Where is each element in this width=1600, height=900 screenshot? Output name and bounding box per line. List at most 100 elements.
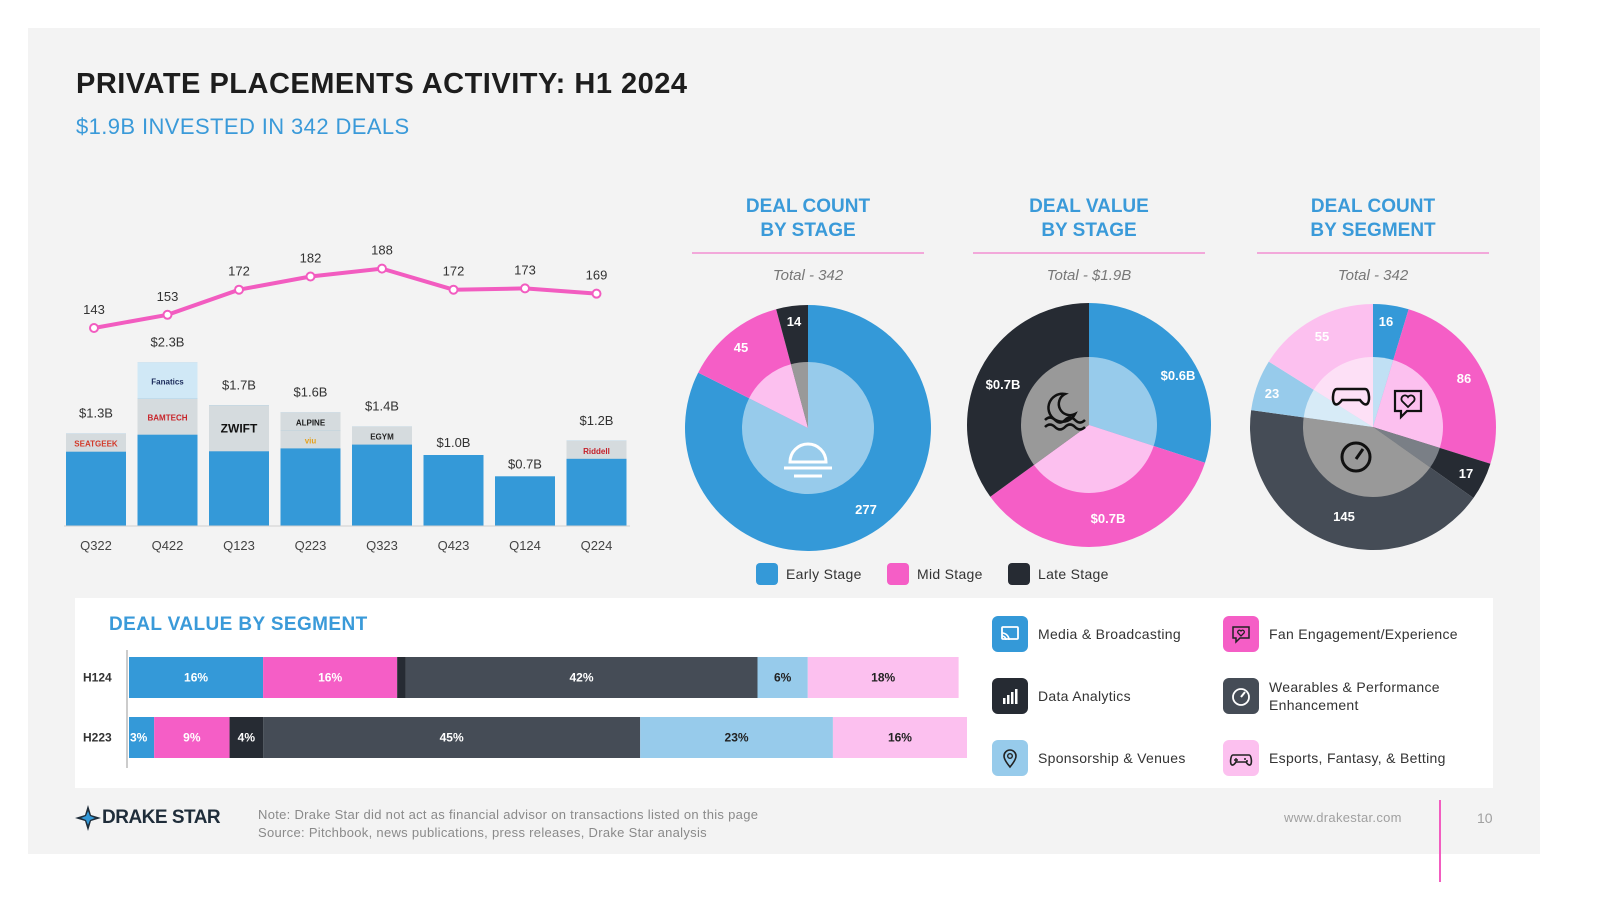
- legend-fan-engagement: Fan Engagement/Experience: [1223, 616, 1458, 652]
- segment-bar: [757, 657, 808, 698]
- legend-media-broadcasting: Media & Broadcasting: [992, 616, 1181, 652]
- pie-inner-slice: [749, 364, 808, 428]
- segment-label: 18%: [871, 671, 895, 685]
- deal-logo-viu: viu: [305, 436, 317, 445]
- legend-sponsorship-label: Sponsorship & Venues: [1038, 750, 1186, 766]
- pie-total-label: Total - 342: [1338, 267, 1409, 284]
- deal-logo-egym: EGYM: [370, 433, 394, 442]
- segment-label: 16%: [318, 671, 342, 685]
- deal-logo-bg: [66, 433, 126, 452]
- segment-label: 23%: [725, 731, 749, 745]
- pie-slice-label: $0.7B: [986, 377, 1021, 392]
- x-tick-label: Q422: [152, 538, 184, 553]
- deal-logo-alpine: ALPINE: [296, 418, 326, 427]
- pie-slice-label: 86: [1457, 371, 1471, 386]
- gamepad-icon: [1223, 740, 1259, 776]
- bar-value-label: $0.7B: [508, 456, 542, 471]
- x-tick-label: Q124: [509, 538, 541, 553]
- footer-note-line: Note: Drake Star did not act as financia…: [258, 807, 759, 822]
- pie-inner-slice: [1303, 389, 1373, 427]
- deal-count-label: 188: [371, 243, 393, 258]
- legend-data-analytics: Data Analytics: [992, 678, 1131, 714]
- quarterly-combo-chart: SEATGEEK $1.3B Q322 Fanatics BAMTECH $2.3B Q42…: [64, 243, 630, 553]
- pie-slice-label: 55: [1315, 329, 1329, 344]
- bar-Q423: [423, 455, 484, 526]
- legend-early-stage-label: Early Stage: [786, 566, 862, 582]
- deal-count-label: 153: [157, 289, 179, 304]
- segment-stacked-bar-chart: H124 16% 16% 42% 6% 18% H223 3% 9% 4% 45% 23% 16%: [83, 650, 967, 768]
- location-pin-icon: [992, 740, 1028, 776]
- segment-label: 45%: [440, 731, 464, 745]
- cast-icon: [992, 616, 1028, 652]
- deal-logo-zwift: ZWIFT: [221, 421, 258, 435]
- heart-chat-icon: [1223, 616, 1259, 652]
- pie-slice-label: 145: [1333, 509, 1355, 524]
- deal-logo-bg: [352, 426, 412, 445]
- pie-title-1: DEAL VALUE BY STAGE: [1029, 196, 1149, 241]
- deal-count-point: [377, 263, 387, 274]
- gamepad-icon: [1331, 387, 1371, 406]
- segment-chart-title: DEAL VALUE BY SEGMENT: [109, 614, 368, 635]
- pie-slice-label: 23: [1265, 386, 1279, 401]
- deal-count-point: [591, 288, 602, 299]
- deal-logo-bg: [137, 398, 198, 435]
- legend-esports: Esports, Fantasy, & Betting: [1223, 740, 1446, 776]
- footer-source-line: Source: Pitchbook, news publications, pr…: [258, 825, 707, 840]
- page-title: PRIVATE PLACEMENTS ACTIVITY: H1 2024: [76, 68, 688, 100]
- segment-bar: [154, 717, 230, 758]
- deal-logo-bg: [137, 362, 198, 399]
- legend-data-label: Data Analytics: [1038, 688, 1131, 704]
- accent-line: [1439, 800, 1441, 882]
- bar-value-label: $1.6B: [294, 384, 328, 399]
- moon-waves-icon: [1044, 392, 1086, 431]
- pie-title-0: DEAL COUNT BY STAGE: [746, 196, 871, 241]
- legend-wearables: Wearables & Performance Enhancement: [1223, 678, 1473, 714]
- speedometer-icon: [1340, 441, 1372, 473]
- x-tick-label: Q322: [80, 538, 112, 553]
- deal-count-label: 172: [443, 264, 465, 279]
- legend-early-stage: Early Stage: [756, 563, 862, 585]
- bar-Q124: [495, 476, 555, 526]
- deal-logo-bg: [280, 430, 341, 449]
- deal-count-line: [93, 266, 597, 330]
- legend-media-label: Media & Broadcasting: [1038, 626, 1181, 642]
- segment-bar: [807, 657, 959, 698]
- segment-label: 9%: [183, 731, 201, 745]
- footer-note: Note: Drake Star did not act as financia…: [258, 806, 758, 842]
- row-label-H124: H124: [83, 671, 112, 685]
- segment-label: 3%: [130, 731, 148, 745]
- legend-sponsorship: Sponsorship & Venues: [992, 740, 1186, 776]
- deal-count-label: 173: [514, 262, 536, 277]
- deal-logo-bg: [566, 440, 627, 459]
- deal-count-point: [305, 271, 316, 282]
- pie-slice-label: 45: [734, 340, 748, 355]
- segment-bar: [129, 717, 155, 758]
- bar-value-label: $2.3B: [151, 335, 185, 350]
- page-number: 10: [1477, 810, 1493, 826]
- legend-late-stage: Late Stage: [1008, 563, 1109, 585]
- deal-count-point: [520, 283, 530, 294]
- star-icon: [75, 805, 101, 831]
- segment-bar: [397, 657, 406, 698]
- segment-label: 6%: [774, 671, 792, 685]
- legend-wearables-label: Wearables & Performance Enhancement: [1269, 679, 1440, 713]
- heart-chat-icon: [1393, 389, 1423, 420]
- segment-label: 4%: [238, 731, 256, 745]
- speedometer-icon: [1223, 678, 1259, 714]
- deal-logo-bg: [209, 405, 269, 452]
- pie-inner-slice: [1373, 357, 1394, 427]
- footer-url[interactable]: www.drakestar.com: [1284, 810, 1402, 825]
- pie-slice-label: 14: [787, 314, 802, 329]
- segment-bar: [832, 717, 967, 758]
- bar-value-label: $1.4B: [365, 399, 399, 414]
- legend-fan-label: Fan Engagement/Experience: [1269, 626, 1458, 642]
- segment-bar: [405, 657, 758, 698]
- deal-count-label: 172: [228, 264, 250, 279]
- deal-logo-bamtech: BAMTECH: [148, 414, 188, 423]
- deal-logo-bg: [280, 412, 341, 431]
- deal-count-label: 143: [83, 302, 105, 317]
- bar-value-label: $1.0B: [437, 435, 471, 450]
- x-tick-label: Q323: [366, 538, 398, 553]
- sunrise-icon: [784, 442, 832, 478]
- deal-count-label: 169: [586, 268, 608, 283]
